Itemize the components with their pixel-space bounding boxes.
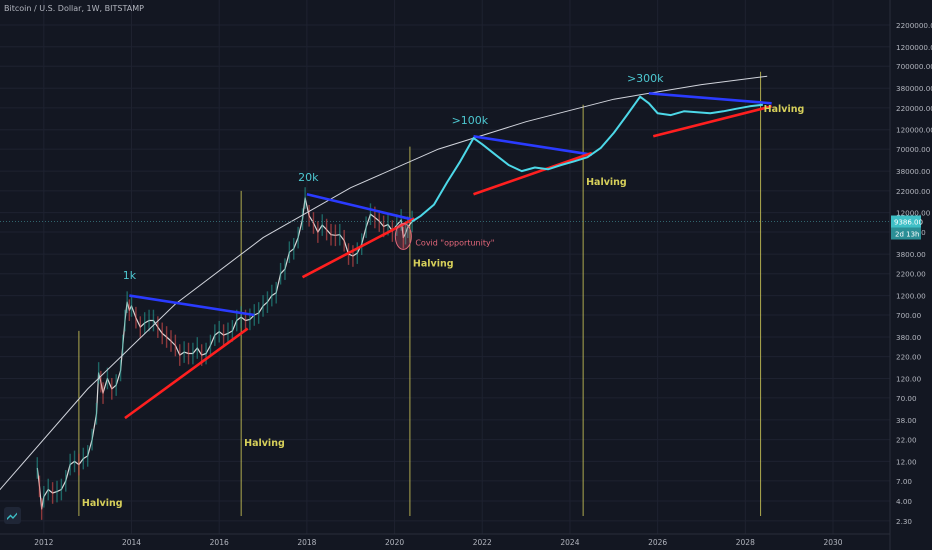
- price-tag-box: [891, 215, 921, 228]
- price-tag: 9386.00 2d 13h: [0, 215, 923, 240]
- y-tick-label: 4.00: [896, 497, 912, 506]
- y-tick-label: 70000.00: [896, 145, 931, 154]
- y-tick-label: 380.00: [896, 333, 922, 342]
- x-axis[interactable]: 2012 2014 2016 2018 2020 2022 2024 2026 2028 2030: [0, 533, 890, 547]
- x-tick-label: 2016: [210, 538, 229, 547]
- blue-trendline: [473, 135, 593, 156]
- y-tick-label: 7.00: [896, 477, 912, 486]
- red-trendline: [124, 327, 249, 420]
- peak-label: 20k: [298, 171, 319, 184]
- x-tick-label: 2018: [297, 538, 316, 547]
- x-tick-label: 2028: [736, 538, 755, 547]
- y-tick-label: 700000.00: [896, 62, 932, 71]
- peak-label: >300k: [627, 72, 664, 85]
- trendlines: [124, 91, 772, 420]
- arc-curve: [0, 75, 768, 491]
- y-tick-label: 1200.00: [896, 292, 926, 301]
- red-trendline: [301, 217, 415, 279]
- halving-label: Halving: [244, 438, 285, 449]
- x-tick-label: 2024: [560, 538, 579, 547]
- peak-label: 1k: [123, 269, 137, 282]
- y-tick-label: 22.00: [896, 436, 917, 445]
- price-series: [36, 187, 413, 520]
- blue-trendline: [306, 192, 415, 222]
- chart-title: Bitcoin / U.S. Dollar, 1W, BITSTAMP: [4, 4, 144, 13]
- covid-label: Covid "opportunity": [415, 239, 494, 248]
- countdown-box: [891, 227, 921, 240]
- halving-label: Halving: [413, 259, 454, 270]
- x-tick-label: 2022: [473, 538, 492, 547]
- price-tag-countdown: 2d 13h: [895, 230, 919, 238]
- red-trendline: [473, 151, 593, 196]
- halving-lines: [78, 71, 762, 516]
- y-tick-label: 700.00: [896, 311, 922, 320]
- logo-icon: [7, 512, 17, 520]
- annotations: Halving Halving Halving Halving Halving 1k 20k…: [82, 72, 804, 509]
- blue-trendline: [648, 91, 772, 105]
- covid-marker: [394, 222, 412, 250]
- y-tick-label: 38000.00: [896, 167, 931, 176]
- y-tick-label: 120000.00: [896, 126, 932, 135]
- y-tick-label: 2200.00: [896, 270, 926, 279]
- x-tick-label: 2030: [823, 538, 842, 547]
- peak-label: >100k: [452, 114, 489, 127]
- y-tick-label: 220.00: [896, 353, 922, 362]
- halving-label: Halving: [764, 104, 805, 115]
- y-tick-label: 2200000.00: [896, 21, 932, 30]
- y-tick-label: 70.00: [896, 394, 917, 403]
- halving-label: Halving: [586, 177, 627, 188]
- y-tick-label: 120.00: [896, 375, 922, 384]
- y-tick-label: 22000.00: [896, 187, 931, 196]
- tradingview-logo[interactable]: [4, 507, 21, 524]
- y-tick-label: 38.00: [896, 416, 917, 425]
- x-tick-label: 2020: [385, 538, 404, 547]
- price-tag-value: 9386.00: [894, 218, 923, 226]
- y-tick-label: 2.30: [896, 517, 912, 526]
- projection-series: [411, 95, 764, 223]
- blue-trendline: [129, 294, 255, 317]
- x-tick-label: 2026: [648, 538, 667, 547]
- y-tick-label: 12.00: [896, 457, 917, 466]
- y-axis[interactable]: 2.30 4.00 7.00 12.00 22.00 38.00 70.00 120.00 22…: [889, 0, 932, 550]
- x-tick-label: 2014: [122, 538, 141, 547]
- y-tick-label: 380000.00: [896, 84, 932, 93]
- halving-label: Halving: [82, 498, 123, 509]
- arc-line: [0, 75, 768, 491]
- y-tick-label: 220000.00: [896, 104, 932, 113]
- y-tick-label: 1200000.00: [896, 43, 932, 52]
- y-tick-label: 3800.00: [896, 250, 926, 259]
- x-tick-label: 2012: [34, 538, 53, 547]
- red-trendline: [652, 105, 772, 138]
- projection-line: [411, 95, 764, 223]
- y-tick-label: 12000.00: [896, 209, 931, 218]
- price-line: [36, 197, 413, 510]
